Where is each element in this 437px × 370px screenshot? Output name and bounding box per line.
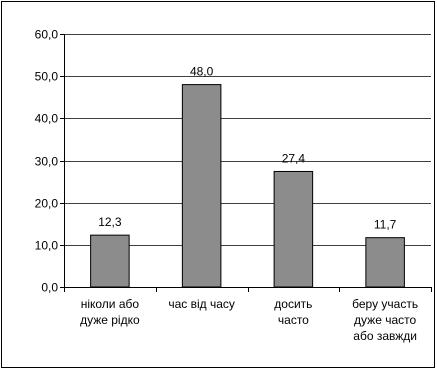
- category-label: часто: [278, 313, 309, 327]
- data-label: 12,3: [98, 215, 122, 229]
- y-tick-label: 50,0: [35, 70, 59, 84]
- category-label: досить: [274, 297, 312, 311]
- category-label: дуже часто: [354, 313, 416, 327]
- category-label: або завжди: [353, 329, 417, 343]
- bar: [181, 84, 222, 288]
- bar: [365, 237, 405, 288]
- gridlines: [64, 34, 431, 246]
- y-tick-label: 60,0: [35, 28, 59, 42]
- y-tick-label: 10,0: [35, 239, 59, 253]
- category-label: дуже рідко: [80, 313, 140, 327]
- axes: [60, 34, 432, 292]
- bar: [273, 170, 314, 288]
- category-label: ніколи або: [81, 297, 140, 311]
- labels: 0,0 10,0 20,0 30,0 40,0 50,0 60,0 12,3 ніколи аб…: [35, 28, 418, 344]
- bars: [90, 84, 405, 288]
- y-tick-label: 0,0: [41, 281, 58, 295]
- data-label: 11,7: [374, 218, 397, 232]
- category-label: час від часу: [168, 297, 235, 311]
- y-tick-label: 40,0: [35, 112, 59, 126]
- data-label: 27,4: [282, 151, 306, 165]
- y-tick-label: 20,0: [35, 197, 59, 211]
- data-label: 48,0: [190, 65, 214, 79]
- category-label: беру участь: [352, 297, 418, 311]
- y-tick-label: 30,0: [35, 155, 59, 169]
- bar: [90, 234, 130, 288]
